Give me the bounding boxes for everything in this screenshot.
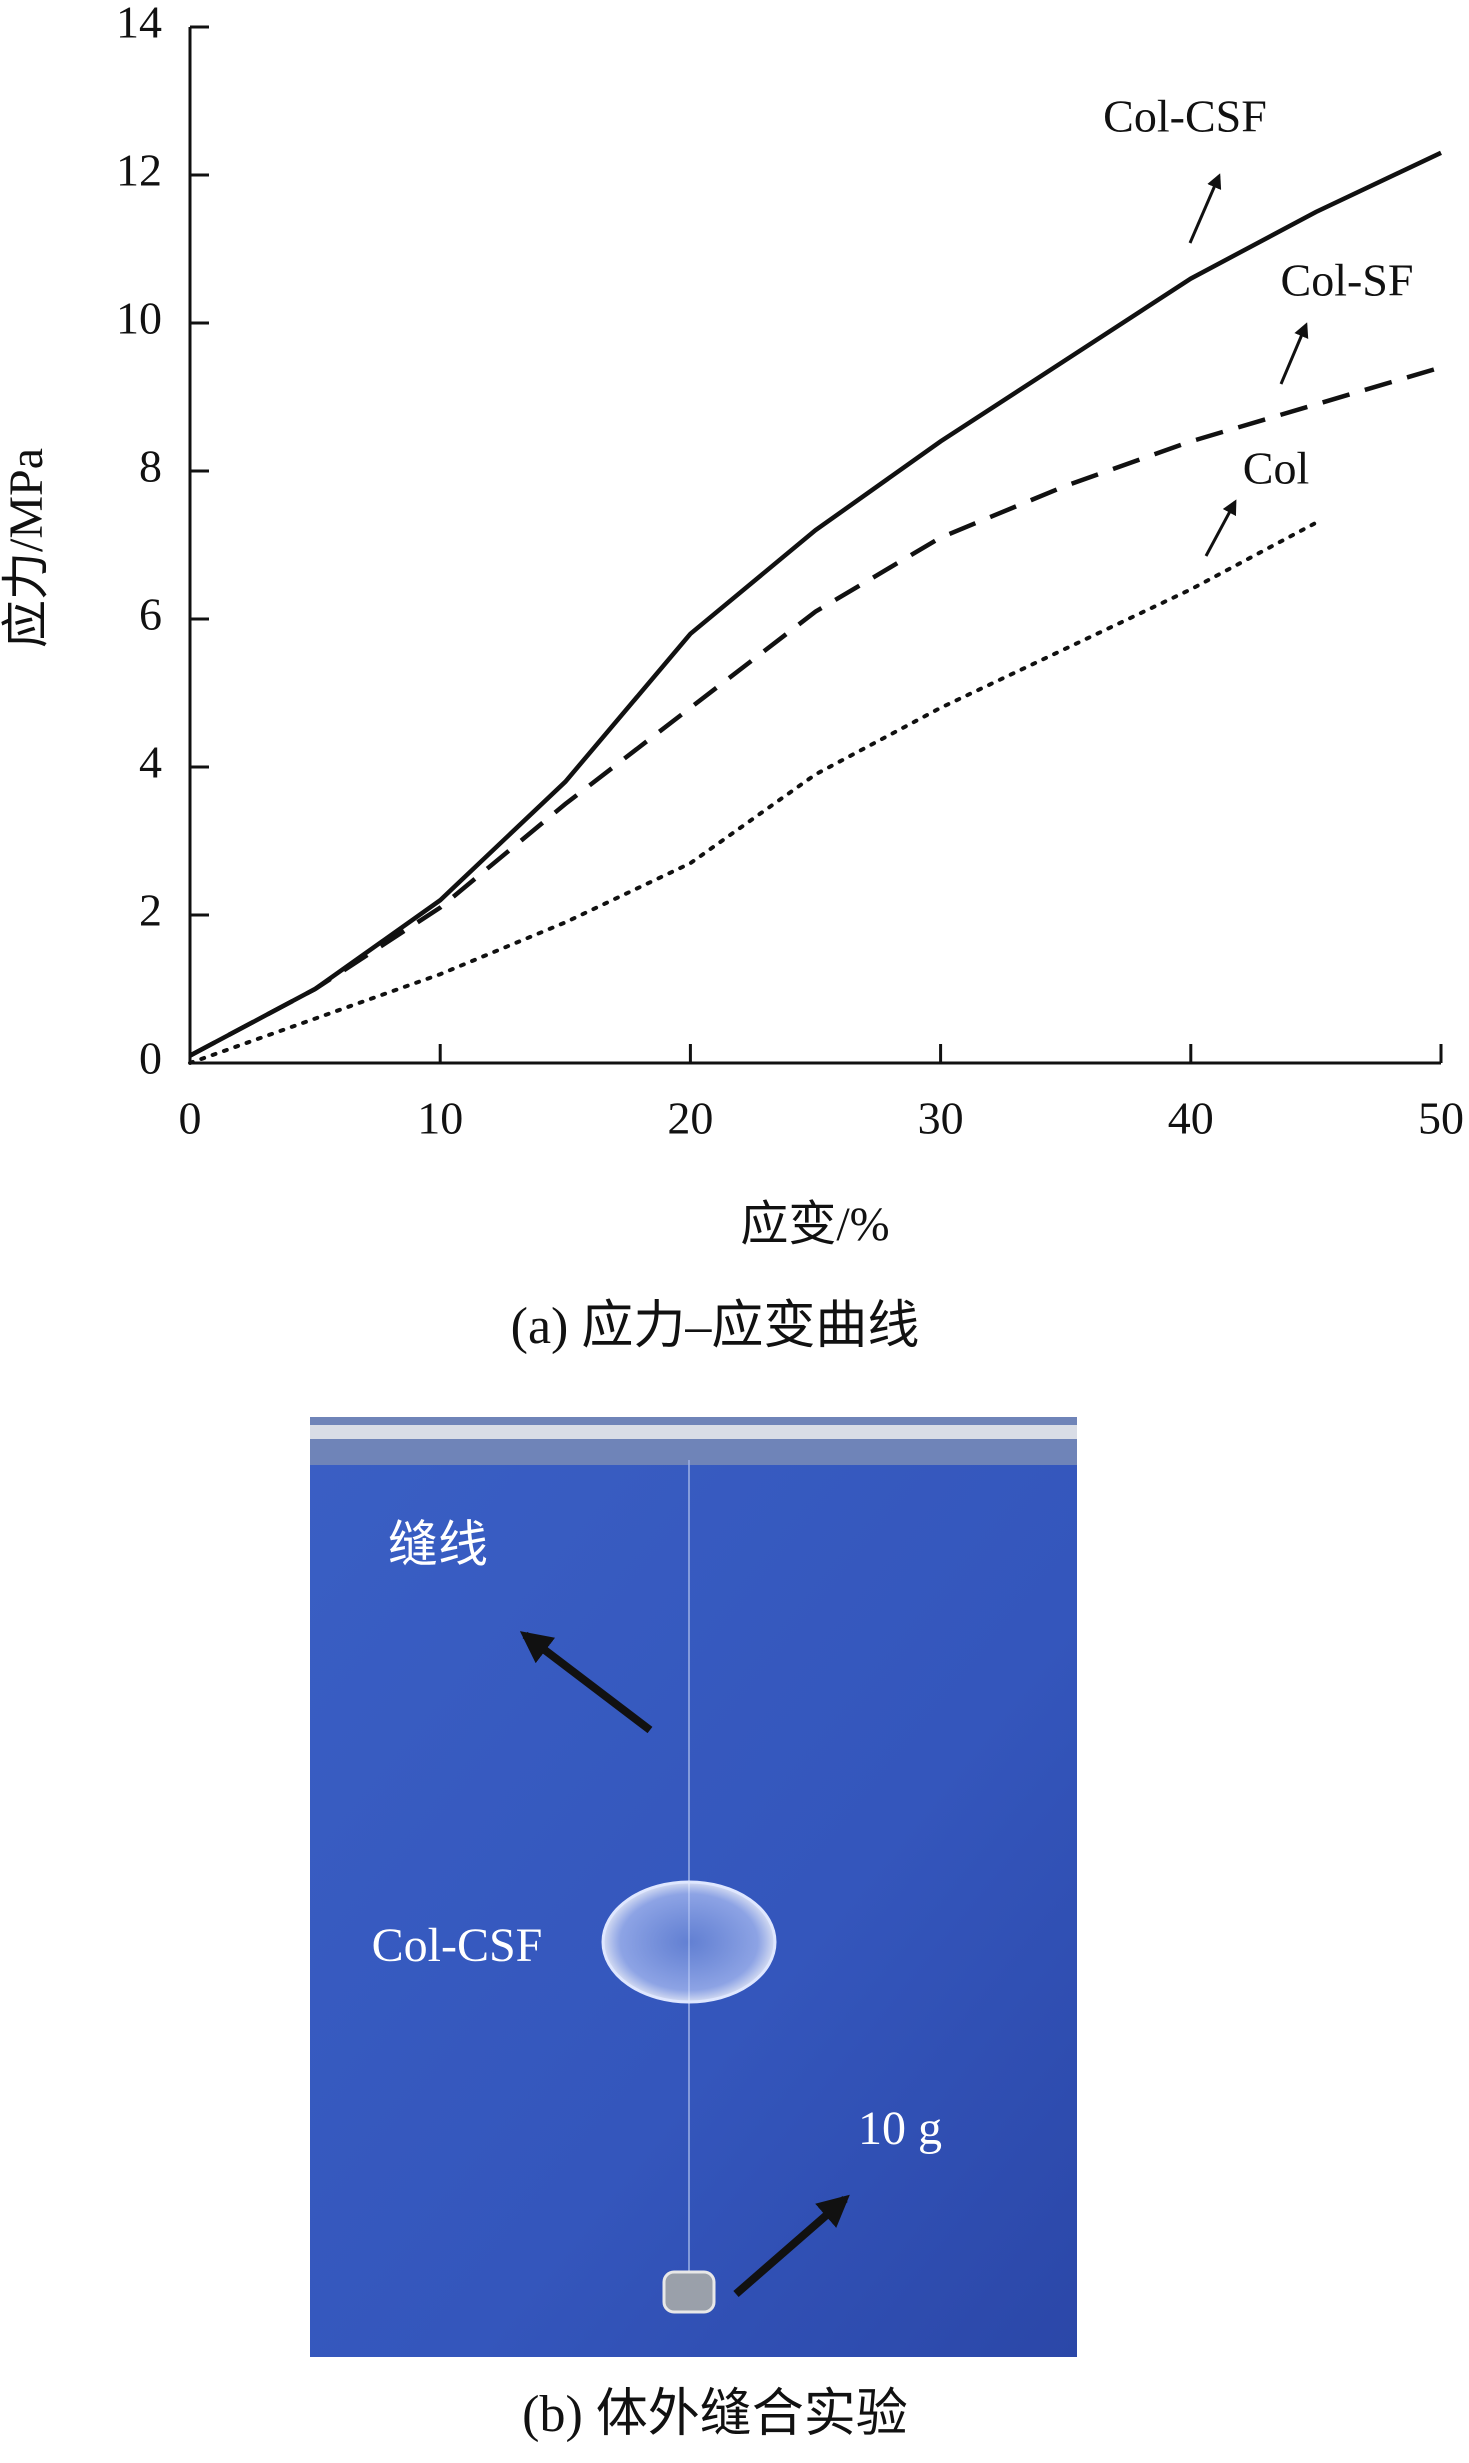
y-tick-label: 10 <box>116 293 162 344</box>
x-tick-label: 20 <box>667 1093 713 1144</box>
caption: (b) 体外缝合实验 <box>522 2386 908 2443</box>
legend-label: Col <box>1243 443 1309 494</box>
series-line <box>188 520 1318 1065</box>
weight <box>662 2270 716 2314</box>
photo-label: Col-CSF <box>372 1919 543 1972</box>
x-tick-label: 40 <box>1168 1093 1214 1144</box>
caption: (a) 应力–应变曲线 <box>511 1298 920 1355</box>
x-tick-label: 50 <box>1418 1093 1464 1144</box>
x-tick-label: 30 <box>918 1093 964 1144</box>
y-tick-label: 6 <box>139 589 162 640</box>
x-tick-label: 10 <box>417 1093 463 1144</box>
photo-label: 缝线 <box>388 1516 488 1572</box>
y-tick-label: 0 <box>139 1033 162 1084</box>
y-tick-label: 14 <box>116 0 162 48</box>
arrow <box>519 1631 653 1734</box>
legend-arrow <box>1204 499 1237 557</box>
y-tick-label: 12 <box>116 145 162 196</box>
legend-arrow <box>1279 322 1309 385</box>
photo: 缝线 Col-CSF 10 g <box>310 1417 1077 2357</box>
series-line <box>188 150 1442 1058</box>
y-tick-label: 4 <box>139 737 162 788</box>
legend-label: Col-CSF <box>1103 91 1267 142</box>
y-axis-label: 应力/MPa <box>0 448 53 648</box>
arrow <box>733 2194 850 2298</box>
x-tick-label: 0 <box>179 1093 202 1144</box>
y-tick-label: 8 <box>139 441 162 492</box>
rod-highlight <box>310 1425 1077 1439</box>
y-tick-label: 2 <box>139 885 162 936</box>
rod <box>310 1417 1077 1465</box>
x-axis-label: 应变/% <box>740 1198 889 1251</box>
legend-arrow <box>1188 173 1222 244</box>
series-line <box>188 365 1442 1058</box>
legend-label: Col-SF <box>1281 255 1414 306</box>
sample <box>601 1880 777 2004</box>
photo-label: 10 g <box>858 2102 942 2155</box>
